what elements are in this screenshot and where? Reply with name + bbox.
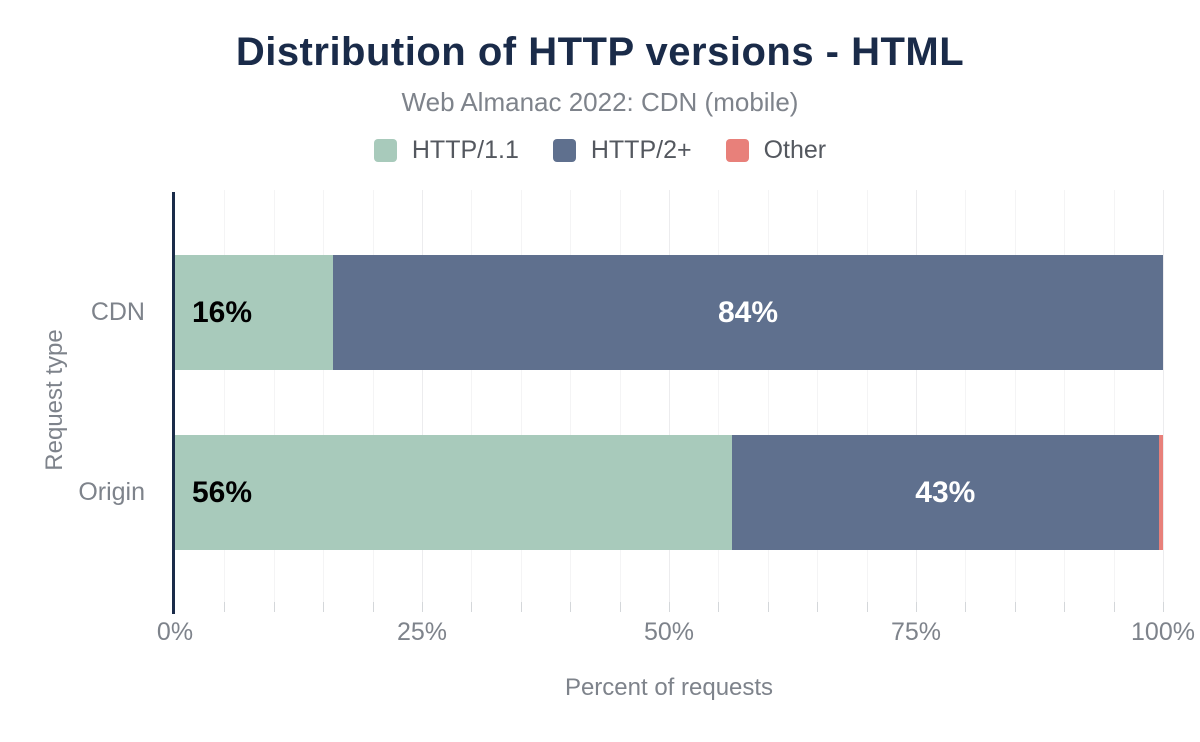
- x-tick-label: 0%: [156, 618, 194, 646]
- gridline: [422, 190, 423, 602]
- axis-tick: [767, 602, 769, 612]
- axis-tick: [471, 602, 473, 612]
- gridline: [1014, 190, 1016, 602]
- axis-tick: [570, 602, 572, 612]
- axis-tick: [1163, 602, 1164, 612]
- gridline: [273, 190, 275, 602]
- axis-tick: [619, 602, 621, 612]
- gridline: [224, 190, 226, 602]
- bar-row-origin: 56% 43%: [175, 435, 1163, 550]
- gridline: [916, 190, 917, 602]
- gridline: [1064, 190, 1066, 602]
- legend-item-other: Other: [725, 136, 827, 165]
- gridline: [669, 190, 670, 602]
- bar-value-label: 16%: [192, 295, 253, 329]
- bar-segment-http-1-1: 16%: [175, 255, 334, 370]
- chart-title: Distribution of HTTP versions - HTML: [235, 30, 965, 74]
- bar-segment-other: [1159, 435, 1163, 550]
- axis-tick: [669, 602, 670, 612]
- bar-row-cdn: 16% 84%: [175, 255, 1163, 370]
- gridline: [323, 190, 325, 602]
- axis-tick: [965, 602, 967, 612]
- y-axis-title: Request type: [41, 329, 68, 471]
- axis-tick: [372, 602, 374, 612]
- axis-tick: [422, 602, 423, 612]
- gridline: [965, 190, 967, 602]
- gridline: [1163, 190, 1164, 602]
- axis-tick: [817, 602, 819, 612]
- legend: HTTP/1.1 HTTP/2+ Other: [0, 136, 1200, 165]
- axis-tick: [1064, 602, 1066, 612]
- chart-subtitle: Web Almanac 2022: CDN (mobile): [401, 87, 799, 117]
- legend-item-http-1-1: HTTP/1.1: [373, 136, 519, 165]
- legend-label: Other: [763, 136, 827, 164]
- legend-label: HTTP/1.1: [411, 136, 519, 164]
- axis-tick: [273, 602, 275, 612]
- legend-label: HTTP/2+: [590, 136, 692, 164]
- gridline: [471, 190, 473, 602]
- bar-segment-http-2-: 84%: [333, 255, 1163, 370]
- axis-tick: [718, 602, 720, 612]
- bar-segment-http-1-1: 56%: [175, 435, 732, 550]
- axis-tick: [1014, 602, 1016, 612]
- x-tick-label: 100%: [1131, 618, 1195, 646]
- legend-swatch-icon: [725, 139, 749, 162]
- bar-value-label: 56%: [192, 475, 253, 509]
- plot-area: 0% 25% 50% 75% 100% CDN 16% 84% Origin 56% 43%: [78, 190, 1195, 646]
- axis-tick: [1113, 602, 1115, 612]
- bar-value-label: 84%: [718, 295, 779, 329]
- axis-tick: [916, 602, 917, 612]
- x-axis-title: Percent of requests: [564, 674, 774, 701]
- x-tick-label: 25%: [396, 618, 448, 646]
- gridline: [1113, 190, 1115, 602]
- category-label-origin: Origin: [78, 478, 145, 506]
- axis-tick: [866, 602, 868, 612]
- axis-tick: [520, 602, 522, 612]
- axis-tick: [224, 602, 226, 612]
- gridline: [520, 190, 522, 602]
- gridline: [767, 190, 769, 602]
- gridline: [718, 190, 720, 602]
- legend-swatch-icon: [373, 139, 397, 162]
- x-tick-label: 75%: [890, 618, 942, 646]
- gridline: [866, 190, 868, 602]
- gridline: [570, 190, 572, 602]
- gridline: [372, 190, 374, 602]
- x-tick-label: 50%: [643, 618, 695, 646]
- category-label-cdn: CDN: [90, 298, 145, 326]
- bar-segment-http-2-: 43%: [731, 435, 1159, 550]
- y-axis-line: [172, 192, 175, 614]
- axis-tick: [323, 602, 325, 612]
- gridline: [817, 190, 819, 602]
- legend-swatch-icon: [552, 139, 576, 162]
- gridline: [619, 190, 621, 602]
- bar-value-label: 43%: [915, 475, 976, 509]
- legend-item-http-2-: HTTP/2+: [552, 136, 692, 165]
